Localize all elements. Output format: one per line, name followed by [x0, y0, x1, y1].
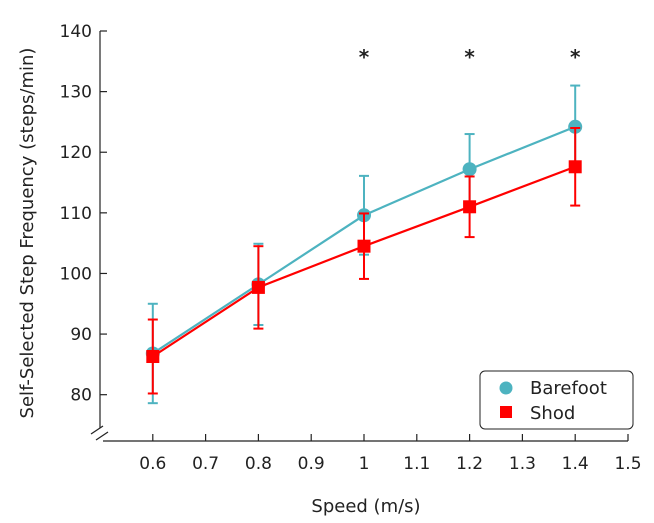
series-shod	[146, 126, 582, 395]
y-tick-label: 100	[60, 264, 92, 284]
y-tick-label: 120	[60, 143, 92, 163]
y-tick-label: 80	[70, 386, 92, 406]
legend-box	[479, 370, 634, 430]
x-tick-label: 1.4	[562, 454, 589, 474]
axis-break-mark	[95, 431, 109, 441]
legend-shod-label: Shod	[530, 403, 575, 424]
y-tick-label: 90	[70, 325, 92, 345]
x-tick-label: 0.8	[245, 454, 272, 474]
series-layer	[145, 84, 583, 405]
x-tick-label: 1.3	[509, 454, 536, 474]
axes: 80 90 100 110 120 130 140 0.6 0.7 0.8 0.9 1 1.1 1.2 1.…	[60, 22, 642, 474]
x-tick-label: 0.6	[139, 454, 166, 474]
axis-break-mark	[90, 425, 104, 435]
y-tick-label: 140	[60, 22, 92, 42]
y-axis-title: Self-Selected Step Frequency (steps/min)	[17, 48, 38, 419]
y-tick-label: 110	[60, 204, 92, 224]
data-point-shod	[357, 239, 371, 253]
significance-marker: *	[359, 45, 370, 69]
annotation-layer: * * *	[359, 45, 581, 69]
data-point-shod	[146, 350, 160, 364]
legend-barefoot-marker	[499, 381, 513, 395]
x-axis-title: Speed (m/s)	[311, 496, 420, 517]
x-tick-label: 0.7	[192, 454, 219, 474]
legend-barefoot-label: Barefoot	[530, 378, 607, 399]
significance-marker: *	[570, 45, 581, 69]
y-tick-label: 130	[60, 83, 92, 103]
data-point-barefoot	[462, 162, 477, 177]
data-point-shod	[251, 280, 265, 294]
legend: Barefoot Shod	[479, 370, 634, 430]
x-tick-label: 1.2	[456, 454, 483, 474]
legend-shod-marker	[500, 406, 512, 418]
data-point-barefoot	[568, 119, 583, 134]
x-tick-label: 1.1	[403, 454, 430, 474]
significance-marker: *	[464, 45, 475, 69]
x-tick-label: 1	[359, 454, 370, 474]
x-tick-label: 1.5	[614, 454, 641, 474]
data-point-shod	[568, 160, 582, 174]
x-tick-label: 0.9	[298, 454, 325, 474]
data-point-shod	[463, 200, 477, 214]
